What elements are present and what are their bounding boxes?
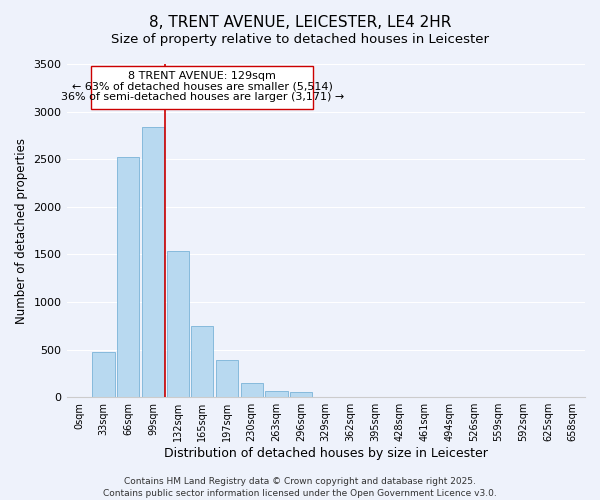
Bar	[290, 392, 312, 397]
Bar	[241, 383, 263, 397]
Bar	[191, 326, 214, 397]
Text: 8 TRENT AVENUE: 129sqm: 8 TRENT AVENUE: 129sqm	[128, 70, 276, 81]
FancyBboxPatch shape	[91, 66, 313, 108]
Text: Contains HM Land Registry data © Crown copyright and database right 2025.
Contai: Contains HM Land Registry data © Crown c…	[103, 476, 497, 498]
Bar	[167, 250, 189, 397]
Text: ← 63% of detached houses are smaller (5,514): ← 63% of detached houses are smaller (5,…	[72, 81, 333, 91]
Bar	[117, 158, 139, 397]
Text: Size of property relative to detached houses in Leicester: Size of property relative to detached ho…	[111, 32, 489, 46]
Bar	[92, 352, 115, 397]
Text: 8, TRENT AVENUE, LEICESTER, LE4 2HR: 8, TRENT AVENUE, LEICESTER, LE4 2HR	[149, 15, 451, 30]
Bar	[265, 390, 287, 397]
Bar	[142, 127, 164, 397]
Y-axis label: Number of detached properties: Number of detached properties	[15, 138, 28, 324]
Text: 36% of semi-detached houses are larger (3,171) →: 36% of semi-detached houses are larger (…	[61, 92, 344, 102]
Bar	[216, 360, 238, 397]
X-axis label: Distribution of detached houses by size in Leicester: Distribution of detached houses by size …	[164, 447, 488, 460]
